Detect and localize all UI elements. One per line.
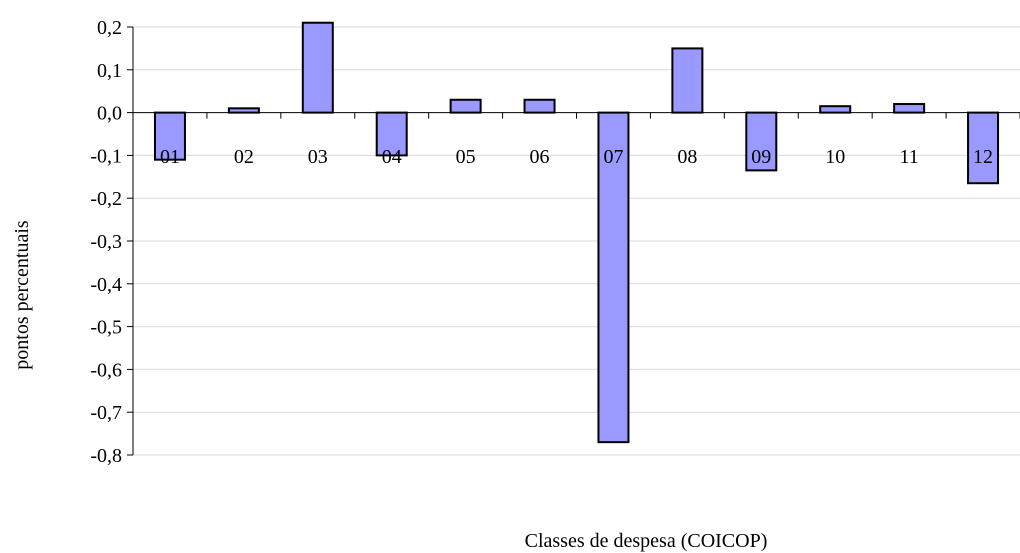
- bar-05: [449, 98, 482, 114]
- y-axis-title: pontos percentuais: [11, 220, 33, 370]
- x-tick-label: 02: [234, 146, 254, 168]
- x-tick-label: 05: [456, 146, 476, 168]
- y-tick-label: -0,8: [90, 445, 122, 467]
- bar-02: [227, 107, 260, 114]
- bar-11: [893, 103, 926, 114]
- bar-01: [153, 111, 186, 161]
- y-tick-label: -0,6: [90, 359, 122, 381]
- grid-layer: [133, 26, 1020, 456]
- y-tick-label: 0,0: [97, 103, 122, 125]
- y-tick-label: -0,3: [90, 231, 122, 253]
- bar-10: [819, 105, 852, 114]
- x-tick-label: 11: [899, 146, 918, 168]
- x-tick-label: 01: [160, 146, 180, 168]
- bar-07: [597, 111, 630, 444]
- x-axis-title: Classes de despesa (COICOP): [525, 530, 768, 552]
- x-tick-label: 06: [530, 146, 550, 168]
- x-tick-label: 04: [382, 146, 402, 168]
- x-tick-label: 03: [308, 146, 328, 168]
- y-tick-label: 0,1: [97, 60, 122, 82]
- y-tick-label: -0,4: [90, 274, 122, 296]
- y-tick-label: 0,2: [97, 17, 122, 39]
- bar-06: [523, 98, 556, 114]
- x-tick-label: 09: [751, 146, 771, 168]
- x-tick-label: 07: [603, 146, 623, 168]
- y-tick-label: -0,2: [90, 188, 122, 210]
- x-axis: [132, 112, 1020, 119]
- y-tick-label: -0,5: [90, 317, 122, 339]
- y-axis: 0,2 0,1 0,0 -0,1 -0,2 -0,3 -0,4 -0,5 -0,6 -0,7 -0,…: [90, 17, 134, 467]
- x-tick-label: 12: [973, 146, 993, 168]
- x-tick-label: 08: [677, 146, 697, 168]
- bar-12: [967, 111, 1000, 185]
- x-tick-label: 10: [825, 146, 845, 168]
- x-tick-labels: 01 02 03 04 05 06 07 08 09 10 11 12: [160, 146, 993, 168]
- bar-03: [301, 21, 334, 114]
- y-tick-label: -0,1: [90, 145, 122, 167]
- bars: [153, 21, 1000, 444]
- y-tick-label: -0,7: [90, 402, 122, 424]
- bar-08: [671, 47, 704, 114]
